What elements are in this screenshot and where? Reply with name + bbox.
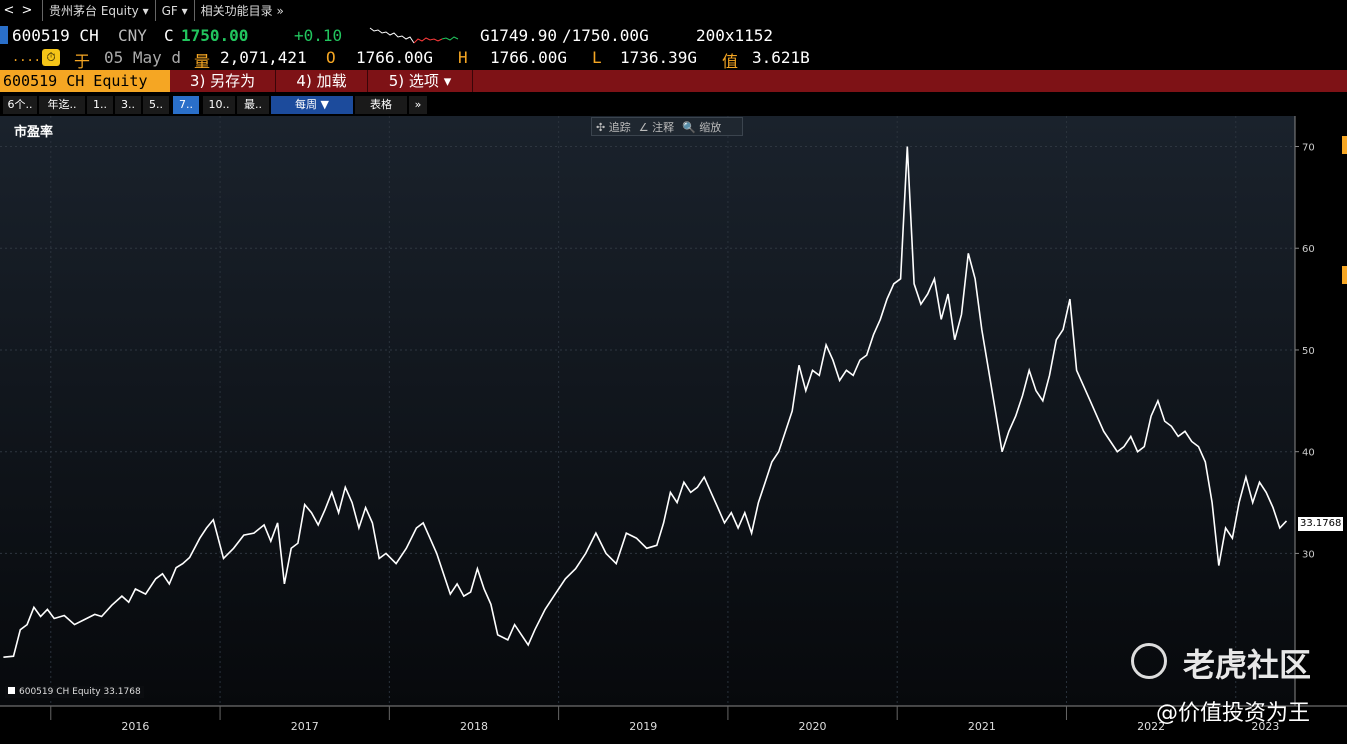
x-tick-label: 2022 xyxy=(1137,720,1165,733)
y-tick-label: 70 xyxy=(1302,143,1315,154)
low-value: 1736.39G xyxy=(620,48,698,67)
high-label: H xyxy=(458,48,468,67)
open-value: 1766.00G xyxy=(356,48,434,67)
tab-7y[interactable]: 7.. xyxy=(173,96,199,114)
last-label: C xyxy=(164,26,174,45)
y-tick-label: 30 xyxy=(1302,549,1315,560)
status-dots: .... xyxy=(12,50,41,64)
watermark-user: @价值投资为王 xyxy=(1156,701,1311,726)
quote-row-1: 600519 CH CNY C 1750.00 +0.10 G1749.90 /… xyxy=(0,24,1347,47)
last-value-tag: 33.1768 xyxy=(1298,517,1344,531)
track-tool[interactable]: ✣ 追踪 xyxy=(596,120,631,134)
annotate-tool[interactable]: ∠ 注释 xyxy=(638,120,675,134)
high-value: 1766.00G xyxy=(490,48,568,67)
legend-label: 600519 CH Equity 33.1768 xyxy=(19,687,141,697)
last-price: 1750.00 xyxy=(181,26,249,45)
security-field[interactable]: 600519 CH Equity xyxy=(0,70,170,92)
x-tick-label: 2023 xyxy=(1251,720,1279,733)
frequency-dropdown[interactable]: 每周 ▼ xyxy=(271,96,353,114)
volume-label: 量 xyxy=(194,52,211,71)
bid-ask-size: 200x1152 xyxy=(696,26,774,45)
divider xyxy=(154,0,156,21)
options-button[interactable]: 5) 选项 ▾ xyxy=(368,70,473,92)
function-bar: 600519 CH Equity 3) 另存为 4) 加载 5) 选项 ▾ xyxy=(0,70,1347,92)
price-change: +0.10 xyxy=(294,26,343,45)
traded-value: 3.621B xyxy=(752,48,810,67)
tab-ytd[interactable]: 年迄.. xyxy=(39,96,85,114)
bid-price: G1749.90 xyxy=(480,26,558,45)
x-tick-label: 2020 xyxy=(799,720,827,733)
related-functions-menu[interactable]: 相关功能目录 » xyxy=(200,4,284,18)
chart-canvas[interactable]: 30 40 50 60 70 2016 2017 2018 2019 2020 2021 2022 2… xyxy=(0,116,1347,740)
quote-row-2: .... ⏱ 于 05 May d 量 2,071,421 O 1766.00G… xyxy=(0,46,1347,71)
security-selector[interactable]: 贵州茅台 Equity ▾ xyxy=(49,4,149,18)
tab-10y[interactable]: 10.. xyxy=(203,96,235,114)
watermark-brand: 老虎社区 xyxy=(1183,646,1312,684)
y-tick-label: 50 xyxy=(1302,346,1315,357)
top-nav: < > 贵州茅台 Equity ▾ GF ▾ 相关功能目录 » xyxy=(0,0,1347,21)
intraday-sparkline xyxy=(369,27,459,44)
more-button[interactable]: » xyxy=(409,96,427,114)
tab-5y[interactable]: 5.. xyxy=(143,96,169,114)
tab-1y[interactable]: 1.. xyxy=(87,96,113,114)
legend-swatch xyxy=(8,687,15,694)
pe-series-line xyxy=(3,146,1288,658)
x-tick-label: 2017 xyxy=(291,720,319,733)
at-label: 于 xyxy=(74,52,91,71)
volume-value: 2,071,421 xyxy=(220,48,307,67)
load-button[interactable]: 4) 加载 xyxy=(276,70,368,92)
x-tick-label: 2021 xyxy=(968,720,996,733)
quote-currency: CNY xyxy=(118,26,147,45)
table-button[interactable]: 表格 xyxy=(355,96,407,114)
x-tick-label: 2019 xyxy=(629,720,657,733)
tab-3y[interactable]: 3.. xyxy=(115,96,141,114)
forward-button[interactable]: > xyxy=(21,3,33,18)
ask-price: /1750.00G xyxy=(562,26,649,45)
range-tabs: 6个.. 年迄.. 1.. 3.. 5.. 7.. 10.. 最.. 每周 ▼ … xyxy=(0,94,1347,116)
quote-date: 05 May d xyxy=(104,48,182,67)
selection-marker xyxy=(0,26,8,44)
chart-legend[interactable]: 600519 CH Equity 33.1768 xyxy=(5,686,144,698)
zoom-tool[interactable]: 🔍 缩放 xyxy=(682,120,722,134)
clock-icon: ⏱ xyxy=(42,49,60,66)
value-label: 值 xyxy=(722,52,739,71)
low-label: L xyxy=(592,48,602,67)
tiger-logo-icon xyxy=(1131,643,1167,679)
pe-chart[interactable]: 30 40 50 60 70 2016 2017 2018 2019 2020 2021 2022 2… xyxy=(0,116,1347,740)
chart-toolbox: ✣ 追踪 ∠ 注释 🔍 缩放 xyxy=(591,117,743,136)
quote-ticker[interactable]: 600519 CH xyxy=(12,26,99,45)
open-label: O xyxy=(326,48,336,67)
back-button[interactable]: < xyxy=(3,3,15,18)
divider xyxy=(193,0,195,21)
y-tick-label: 60 xyxy=(1302,244,1315,255)
save-as-button[interactable]: 3) 另存为 xyxy=(170,70,276,92)
chart-title: 市盈率 xyxy=(14,125,54,140)
tab-max[interactable]: 最.. xyxy=(237,96,269,114)
x-tick-label: 2016 xyxy=(121,720,149,733)
tab-6m[interactable]: 6个.. xyxy=(3,96,37,114)
divider xyxy=(42,0,43,21)
y-tick-label: 40 xyxy=(1302,448,1315,459)
function-selector[interactable]: GF ▾ xyxy=(161,3,188,18)
x-tick-label: 2018 xyxy=(460,720,488,733)
